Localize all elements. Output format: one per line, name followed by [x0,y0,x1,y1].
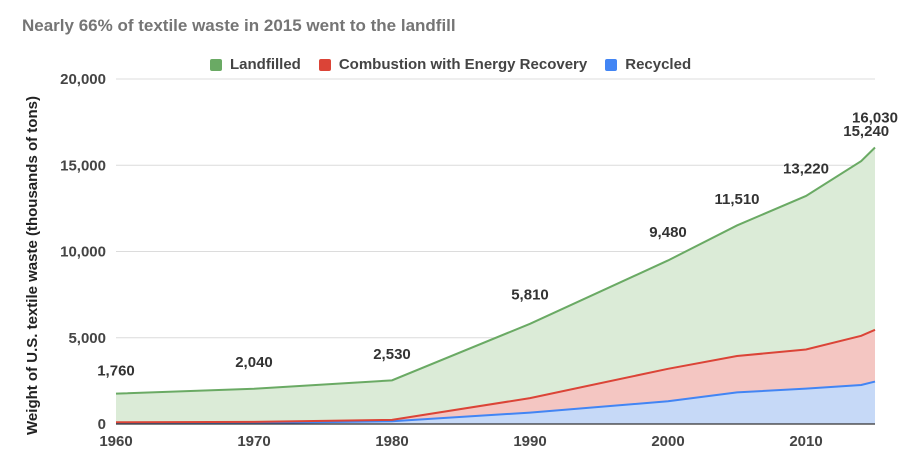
y-tick-label: 5,000 [68,330,106,347]
data-label: 2,530 [373,346,411,363]
data-label: 11,510 [714,191,759,208]
x-tick-label: 2010 [789,433,822,450]
x-tick-label: 1960 [99,433,132,450]
y-tick-label: 0 [98,416,106,433]
x-tick-label: 1980 [375,433,408,450]
legend-item-landfilled: Landfilled [210,56,301,73]
series-line-landfilled [115,146,876,395]
data-label: 9,480 [649,224,687,241]
x-tick-label: 1990 [513,433,546,450]
y-tick-label: 20,000 [60,71,106,88]
legend-label-landfilled: Landfilled [230,56,301,73]
chart-title: Nearly 66% of textile waste in 2015 went… [22,16,456,35]
legend-swatch-recycled [605,58,618,71]
data-label: 16,030 [852,109,898,126]
data-label: 13,220 [783,161,829,178]
area-recycled [116,381,875,424]
data-label: 2,040 [235,354,273,371]
y-tick-label: 15,000 [60,157,106,174]
y-tick-label: 10,000 [60,244,106,261]
data-label: 1,760 [97,363,135,380]
area-landfilled [116,147,875,423]
legend-item-combustion: Combustion with Energy Recovery [318,56,588,73]
data-label: 15,240 [843,123,889,140]
legend-swatch-landfilled [210,58,222,71]
legend-label-combustion: Combustion with Energy Recovery [338,56,588,73]
legend-item-recycled: Recycled [605,56,691,73]
x-tick-label: 1970 [237,433,270,450]
legend: Landfilled Combustion with Energy Recove… [210,56,691,73]
series-line-combustion [115,328,876,424]
y-axis-title: Weight of U.S. textile waste (thousands … [24,96,41,435]
x-tick-label: 2000 [651,433,684,450]
series-line-recycled [115,380,876,425]
data-label: 5,810 [511,287,549,304]
legend-label-recycled: Recycled [625,56,692,73]
legend-swatch-combustion [318,58,331,71]
